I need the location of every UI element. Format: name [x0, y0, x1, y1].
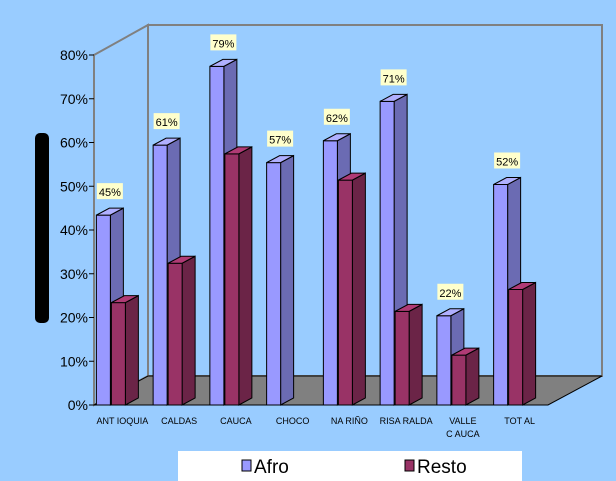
x-tick-label: CALDAS — [161, 416, 197, 426]
legend-label-afro: Afro — [254, 457, 289, 478]
legend-box — [178, 451, 522, 481]
x-tick-label: ANT IOQUIA — [96, 416, 148, 426]
y-tick-label: 10% — [60, 353, 88, 369]
data-label-bg — [437, 283, 464, 300]
legend-swatch-resto — [404, 459, 415, 472]
bar-resto — [508, 281, 537, 406]
y-tick-label: 30% — [60, 266, 88, 282]
data-label: 57% — [269, 135, 291, 147]
data-label: 22% — [439, 288, 461, 300]
y-axis-title-bar — [35, 133, 49, 323]
y-tick-label: 80% — [60, 47, 88, 63]
data-label: 71% — [383, 73, 405, 85]
data-label-bg — [323, 108, 350, 125]
bar-afro — [266, 154, 295, 406]
x-tick-label: NA RIÑO — [331, 416, 368, 426]
y-tick-label: 0% — [68, 397, 88, 413]
x-tick-label: TOT AL — [504, 416, 535, 426]
data-label: 61% — [156, 117, 178, 129]
y-axis-ticks: 0% 10% 20% 30% 40% 50% 60% 70% 80% — [60, 47, 94, 413]
y-tick-label: 50% — [60, 178, 88, 194]
y-tick-label: 40% — [60, 222, 88, 238]
x-tick-label: CHOCO — [276, 416, 310, 426]
x-axis-labels: ANT IOQUIA CALDAS CAUCA CHOCO NA RIÑO RISA RA… — [96, 416, 535, 439]
data-labels: 45% 61% 79% 57% 62% 71% 22% 52% — [96, 34, 521, 300]
legend: Afro Resto — [241, 457, 467, 478]
data-label-bg — [210, 34, 237, 51]
bar-resto — [451, 347, 480, 406]
y-tick-label: 20% — [60, 310, 88, 326]
data-label-bg — [494, 152, 521, 169]
bar-resto — [110, 294, 139, 406]
y-tick-label: 70% — [60, 91, 88, 107]
data-label: 45% — [99, 187, 121, 199]
bars — [95, 58, 537, 406]
legend-swatch-afro — [241, 459, 252, 472]
x-tick-label: RISA RALDA — [380, 416, 433, 426]
x-tick-label: CAUCA — [220, 416, 252, 426]
bar-resto — [224, 146, 253, 406]
x-tick-label: VALLE C AUCA — [446, 416, 480, 439]
data-label: 79% — [212, 38, 234, 50]
bar-resto — [337, 172, 366, 406]
y-tick-label: 60% — [60, 135, 88, 151]
data-label: 52% — [496, 157, 518, 169]
data-label: 62% — [326, 113, 348, 125]
data-label-bg — [267, 130, 294, 147]
data-label-bg — [380, 69, 407, 86]
data-label-bg — [153, 113, 180, 130]
legend-label-resto: Resto — [417, 457, 467, 478]
bar-resto — [394, 303, 423, 406]
data-label-bg — [96, 183, 123, 200]
bar-resto — [167, 255, 196, 406]
